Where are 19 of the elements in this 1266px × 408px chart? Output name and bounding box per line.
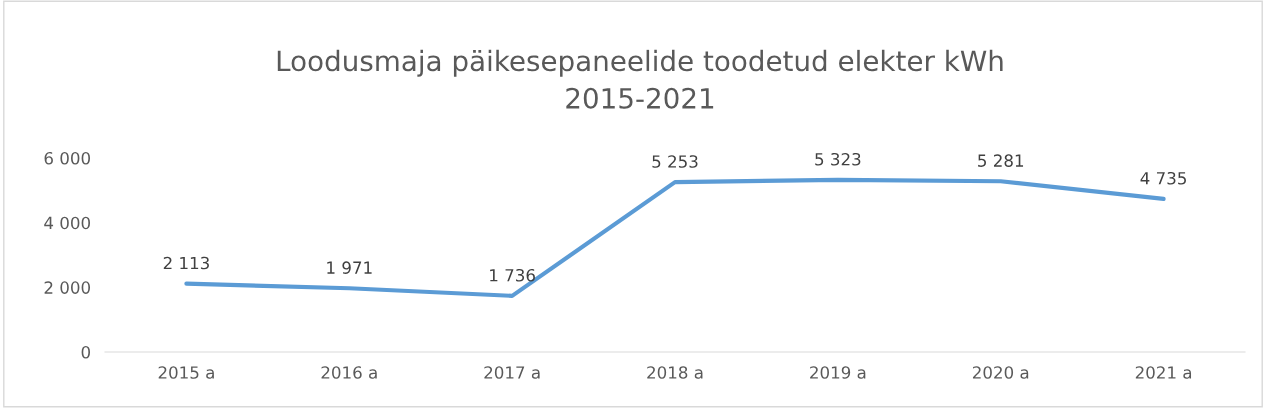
data-label: 5 281 xyxy=(978,154,1024,167)
data-label: 5 253 xyxy=(652,155,698,168)
x-tick-label: 2021 a xyxy=(1135,366,1192,379)
x-tick-label: 2016 a xyxy=(321,366,377,379)
data-label: 1 971 xyxy=(327,261,372,274)
x-tick-label: 2015 a xyxy=(158,366,214,379)
y-tick-label: 6 000 xyxy=(44,151,90,165)
x-tick-label: 2020 a xyxy=(972,366,1029,379)
x-tick-label: 2019 a xyxy=(810,366,866,379)
data-label: 5 323 xyxy=(815,152,861,166)
chart-title: Loodusmaja päikesepaneelide toodetud elekter kWh 2015-2021 xyxy=(277,49,1003,109)
x-tick-label: 2018 a xyxy=(647,366,703,379)
y-tick-label: 4 000 xyxy=(44,216,90,230)
data-label: 2 113 xyxy=(163,256,209,270)
data-label: 1 736 xyxy=(490,268,535,282)
y-tick-label: 2 000 xyxy=(44,281,90,294)
y-tick-label: 0 xyxy=(81,345,90,359)
data-label: 4 735 xyxy=(1140,171,1186,185)
x-tick-label: 2017 a xyxy=(484,366,540,379)
